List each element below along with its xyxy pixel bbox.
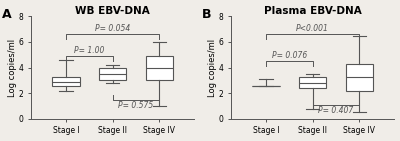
- Y-axis label: Log copies/ml: Log copies/ml: [8, 38, 17, 97]
- Text: P= 1.00: P= 1.00: [74, 46, 104, 55]
- PathPatch shape: [52, 77, 80, 85]
- Text: P= 0.407: P= 0.407: [318, 106, 354, 115]
- Y-axis label: Log copies/ml: Log copies/ml: [208, 38, 217, 97]
- Text: A: A: [2, 8, 11, 21]
- PathPatch shape: [146, 56, 173, 80]
- PathPatch shape: [99, 68, 126, 80]
- Text: P= 0.575: P= 0.575: [118, 101, 154, 110]
- Text: P<0.001: P<0.001: [296, 24, 329, 33]
- Title: WB EBV-DNA: WB EBV-DNA: [75, 5, 150, 16]
- Text: B: B: [202, 8, 211, 21]
- PathPatch shape: [299, 77, 326, 88]
- Text: P= 0.076: P= 0.076: [272, 51, 307, 60]
- Title: Plasma EBV-DNA: Plasma EBV-DNA: [264, 5, 362, 16]
- PathPatch shape: [346, 64, 373, 91]
- Text: P= 0.054: P= 0.054: [95, 24, 130, 33]
